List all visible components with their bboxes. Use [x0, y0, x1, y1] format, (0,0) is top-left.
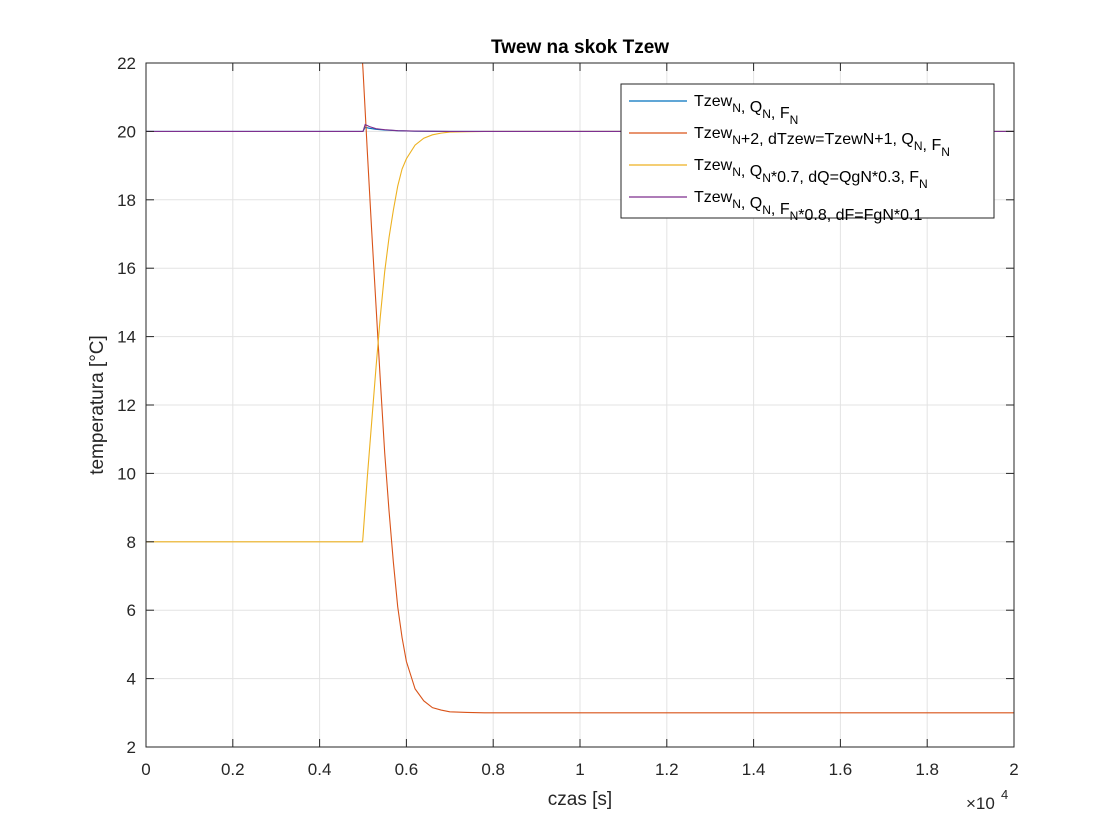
x-axis-multiplier-exponent: 4 — [1001, 787, 1008, 802]
x-tick-label: 1.4 — [742, 760, 766, 779]
x-axis-multiplier-base: ×10 — [966, 794, 995, 813]
y-tick-label: 12 — [117, 396, 136, 415]
y-tick-label: 16 — [117, 259, 136, 278]
x-tick-label: 1.6 — [829, 760, 853, 779]
x-tick-label: 1.8 — [915, 760, 939, 779]
series-line-2 — [146, 62, 1014, 714]
x-tick-label: 0.4 — [308, 760, 332, 779]
tick-labels: 0 0.2 0.4 0.6 0.8 1 1.2 1.4 1.6 1.8 22468101214161… — [117, 54, 1019, 779]
y-tick-label: 8 — [127, 533, 136, 552]
legend-box — [620, 83, 995, 219]
x-tick-label: 2 — [1009, 760, 1018, 779]
x-tick-label: 0.6 — [395, 760, 419, 779]
x-axis-label: czas [s] — [548, 789, 612, 810]
y-axis-label: temperatura [°C] — [87, 335, 108, 475]
legend-label-1: TzewN, QN, FN — [694, 93, 798, 127]
y-tick-label: 10 — [117, 464, 136, 483]
series-line-3 — [146, 130, 1014, 543]
series-lines — [146, 62, 1014, 714]
y-tick-label: 20 — [117, 122, 136, 141]
y-tick-label: 4 — [127, 670, 136, 689]
x-tick-label: 0 — [141, 760, 150, 779]
legend-label-3: TzewN, QN*0.7, dQ=QgN*0.3, FN — [694, 157, 928, 191]
x-tick-label: 0.2 — [221, 760, 245, 779]
y-tick-label: 18 — [117, 191, 136, 210]
legend-label-4: TzewN, QN, FN*0.8, dF=FgN*0.1 — [694, 189, 922, 224]
legend-label-2: TzewN+2, dTzew=TzewN+1, QN, FN — [694, 125, 950, 159]
tick-marks — [145, 62, 1015, 748]
x-tick-label: 1.2 — [655, 760, 679, 779]
x-axis-multiplier: ×10 4 — [966, 787, 1008, 813]
y-tick-label: 2 — [127, 738, 136, 757]
y-tick-label: 14 — [117, 328, 136, 347]
chart-title: Twew na skok Tzew — [491, 37, 669, 58]
x-tick-label: 0.8 — [481, 760, 505, 779]
series-line-4 — [146, 123, 1014, 132]
y-tick-label: 22 — [117, 54, 136, 73]
y-tick-label: 6 — [127, 601, 136, 620]
x-tick-label: 1 — [575, 760, 584, 779]
